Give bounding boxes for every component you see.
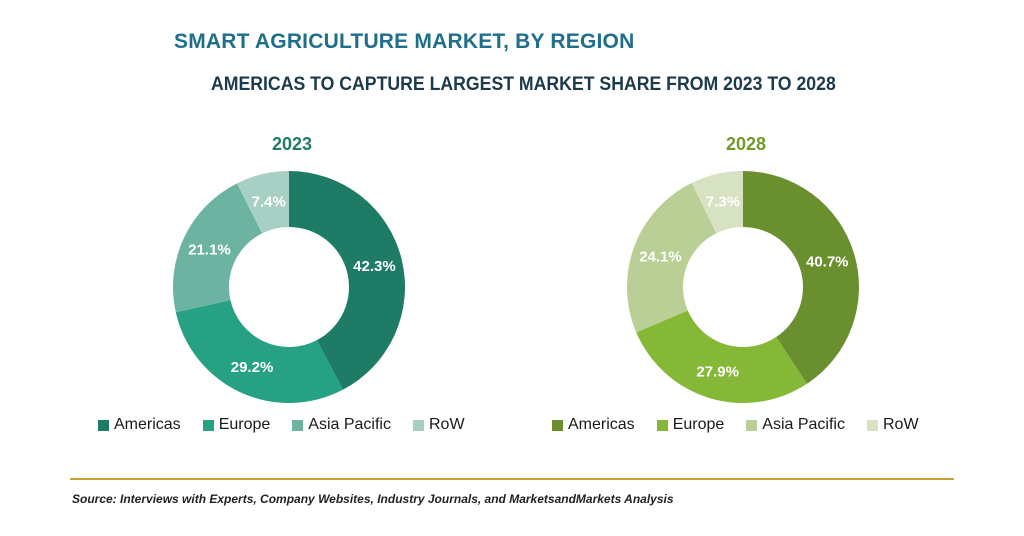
legend-label: Americas [114,416,181,433]
legend-item-europe: Europe [202,416,271,434]
legend-label: Asia Pacific [762,416,845,433]
source-note: Source: Interviews with Experts, Company… [72,492,674,506]
data-label-asia-pacific: 24.1% [639,248,682,265]
legend-label: Europe [672,416,725,433]
legend-item-row: RoW [412,416,465,434]
legend-item-americas: Americas [552,416,635,434]
slice-europe [175,300,343,403]
legend-2023: Americas Europe Asia Pacific RoW [98,416,487,434]
legend-swatch [98,419,109,431]
slice-row [691,171,743,234]
donut-svg-2023: 42.3% 29.2% 21.1% 7.4% [173,171,406,403]
data-label-row: 7.3% [706,193,740,210]
legend-swatch [552,419,563,431]
legend-item-row: RoW [866,416,919,434]
slice-americas [289,171,406,390]
legend-label: Asia Pacific [308,416,391,433]
legend-item-americas: Americas [98,416,181,434]
data-label-europe: 27.9% [696,363,739,380]
slice-asia-pacific [627,182,717,333]
donut-chart-2028: 2028 40.7% 27.9% 24.1% 7.3% Americas Europe A… [546,120,946,450]
slice-americas [743,171,859,384]
legend-label: Europe [218,416,271,433]
legend-swatch [656,419,668,431]
slice-europe [636,310,807,403]
legend-swatch [866,419,878,431]
year-label-2028: 2028 [725,134,767,154]
divider-rule [70,478,954,480]
legend-swatch [412,419,424,431]
slice-row [236,171,289,234]
year-label-2023: 2023 [271,134,313,154]
chart-title: SMART AGRICULTURE MARKET, BY REGION [174,30,635,53]
legend-item-asia-pacific: Asia Pacific [292,416,391,434]
donut-svg-2028: 40.7% 27.9% 24.1% 7.3% [627,171,859,403]
legend-label: Americas [568,416,635,433]
data-label-asia-pacific: 21.1% [188,241,231,258]
slice-asia-pacific [173,183,263,313]
legend-swatch [202,419,214,431]
legend-swatch [292,419,304,431]
chart-subtitle: AMERICAS TO CAPTURE LARGEST MARKET SHARE… [211,74,836,95]
legend-item-asia-pacific: Asia Pacific [746,416,845,434]
legend-item-europe: Europe [656,416,725,434]
legend-swatch [746,419,758,431]
legend-label: RoW [882,416,919,433]
donut-chart-2023: 2023 42.3% 29.2% 21.1% 7.4% Americas Europe A… [92,120,492,450]
data-label-europe: 29.2% [231,359,274,376]
data-label-americas: 40.7% [806,254,849,271]
data-label-row: 7.4% [252,193,286,210]
data-label-americas: 42.3% [353,258,396,275]
legend-label: RoW [428,416,465,433]
legend-2028: Americas Europe Asia Pacific RoW [552,416,941,434]
